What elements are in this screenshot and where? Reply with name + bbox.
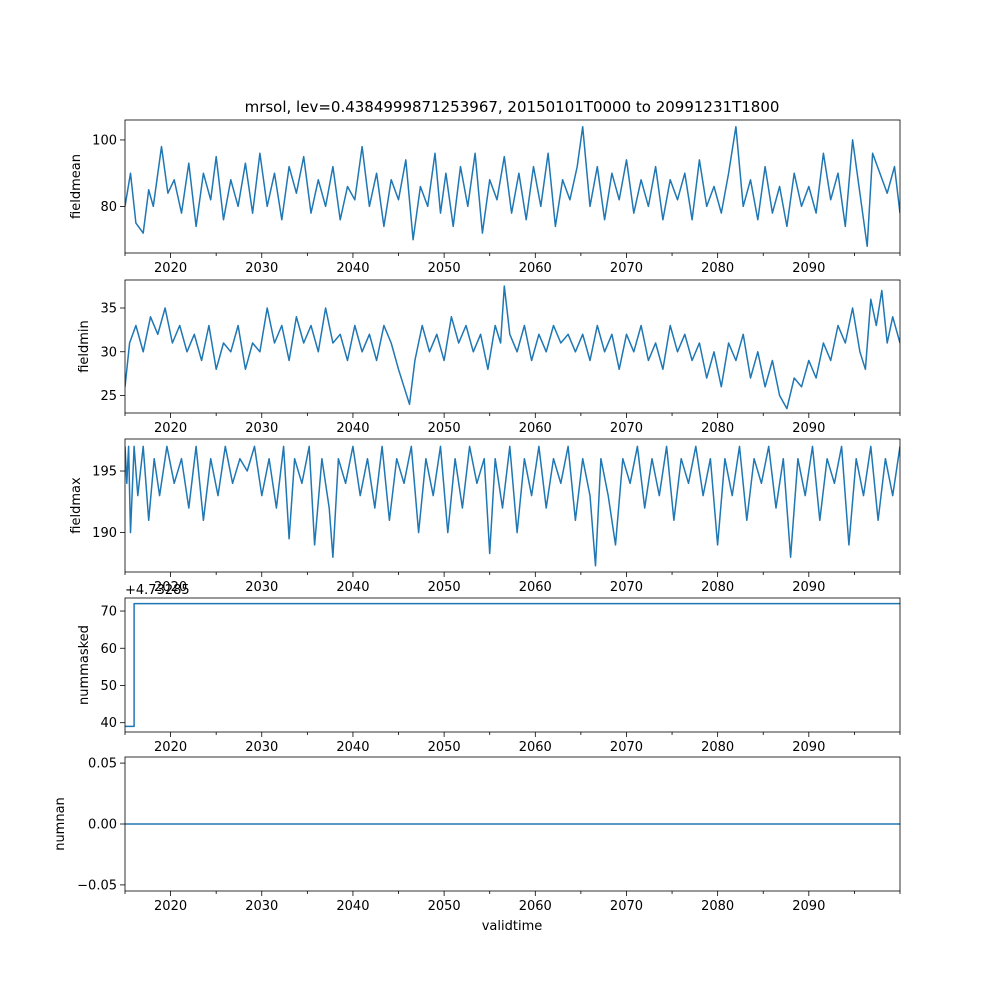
numnan-x-tick-label: 2020 xyxy=(154,899,187,914)
fieldmin-x-tick-label: 2020 xyxy=(154,421,187,436)
fieldmean-y-tick-label: 80 xyxy=(100,200,117,215)
numnan-x-tick-label: 2060 xyxy=(519,899,552,914)
nummasked-x-tick-label: 2040 xyxy=(336,740,369,755)
nummasked-y-tick-label: 70 xyxy=(100,605,117,620)
fieldmax-x-tick-label: 2020 xyxy=(154,580,187,595)
nummasked-series-line xyxy=(125,602,900,728)
numnan-x-tick-label: 2040 xyxy=(336,899,369,914)
numnan-x-tick-label: 2080 xyxy=(701,899,734,914)
fieldmean-x-tick-label: 2030 xyxy=(245,261,278,276)
nummasked-x-tick-label: 2070 xyxy=(610,740,643,755)
fieldmin-series-line xyxy=(125,285,900,410)
panel-fieldmean: 2020 2030 2040 2050 2060 2070 2080 2090 80 100 fie… xyxy=(69,119,901,276)
numnan-y-tick-label: 0.00 xyxy=(88,818,117,833)
panel-fieldmin: 2020 2030 2040 2050 2060 2070 2080 2090 25 30 35 fi… xyxy=(77,279,901,436)
fieldmean-x-tick-label: 2070 xyxy=(610,261,643,276)
nummasked-y-axis-label: nummasked xyxy=(77,625,92,705)
fieldmax-y-tick-label: 195 xyxy=(92,465,117,480)
fieldmax-x-tick-label: 2060 xyxy=(519,580,552,595)
nummasked-axes-frame xyxy=(124,597,901,733)
numnan-x-tick-label: 2030 xyxy=(245,899,278,914)
fieldmean-x-tick-label: 2050 xyxy=(428,261,461,276)
fieldmax-x-tick-label: 2050 xyxy=(428,580,461,595)
fieldmin-x-tick-label: 2060 xyxy=(519,421,552,436)
chart-title: mrsol, lev=0.4384999871253967, 20150101T… xyxy=(245,98,780,116)
fieldmean-x-tick-label: 2020 xyxy=(154,261,187,276)
fieldmean-x-tick-label: 2090 xyxy=(792,261,825,276)
numnan-x-tick-label: 2050 xyxy=(428,899,461,914)
fieldmax-series-line xyxy=(125,445,900,567)
fieldmin-x-tick-label: 2090 xyxy=(792,421,825,436)
fieldmean-y-tick-label: 100 xyxy=(92,133,117,148)
fieldmin-y-tick-label: 25 xyxy=(100,389,117,404)
fieldmax-x-tick-label: 2090 xyxy=(792,580,825,595)
fieldmean-x-tick-label: 2060 xyxy=(519,261,552,276)
x-axis-label: validtime xyxy=(482,919,543,934)
nummasked-x-tick-label: 2060 xyxy=(519,740,552,755)
panel-numnan: 2020 2030 2040 2050 2060 2070 2080 2090 −0.05 0.0… xyxy=(53,757,901,914)
fieldmin-axes-frame xyxy=(124,279,901,414)
fieldmin-y-tick-label: 35 xyxy=(100,302,117,317)
fieldmax-y-axis-label: fieldmax xyxy=(69,477,84,534)
fieldmax-x-tick-label: 2030 xyxy=(245,580,278,595)
fieldmin-x-tick-label: 2080 xyxy=(701,421,734,436)
fieldmax-x-tick-label: 2040 xyxy=(336,580,369,595)
fieldmin-y-tick-label: 30 xyxy=(100,345,117,360)
fieldmean-y-axis-label: fieldmean xyxy=(69,154,84,219)
fieldmax-axes-frame xyxy=(124,438,901,573)
nummasked-y-tick-label: 60 xyxy=(100,642,117,657)
nummasked-x-tick-label: 2050 xyxy=(428,740,461,755)
nummasked-x-tick-label: 2090 xyxy=(792,740,825,755)
fieldmin-y-axis-label: fieldmin xyxy=(77,320,92,373)
numnan-y-axis-label: numnan xyxy=(53,797,68,851)
panel-nummasked: 2020 2030 2040 2050 2060 2070 2080 2090 40 50 60 70… xyxy=(77,583,901,755)
nummasked-x-tick-label: 2080 xyxy=(701,740,734,755)
nummasked-y-tick-label: 50 xyxy=(100,679,117,694)
fieldmax-x-tick-label: 2080 xyxy=(701,580,734,595)
fieldmin-x-tick-label: 2030 xyxy=(245,421,278,436)
fieldmin-x-tick-label: 2040 xyxy=(336,421,369,436)
fieldmean-axes-frame xyxy=(124,119,901,254)
fieldmax-y-tick-label: 190 xyxy=(92,526,117,541)
fieldmean-series-line xyxy=(125,125,900,248)
numnan-y-tick-label: 0.05 xyxy=(88,757,117,772)
fieldmax-x-tick-label: 2070 xyxy=(610,580,643,595)
nummasked-y-tick-label: 40 xyxy=(100,716,117,731)
nummasked-x-tick-label: 2020 xyxy=(154,740,187,755)
fieldmean-x-tick-label: 2080 xyxy=(701,261,734,276)
numnan-y-tick-label: −0.05 xyxy=(77,878,117,893)
panel-fieldmax: 2020 2030 2040 2050 2060 2070 2080 2090 190 195 fi… xyxy=(69,438,901,595)
numnan-x-tick-label: 2090 xyxy=(792,899,825,914)
fieldmin-x-tick-label: 2070 xyxy=(610,421,643,436)
nummasked-offset-text: +4.73285 xyxy=(125,583,190,598)
numnan-x-tick-label: 2070 xyxy=(610,899,643,914)
fieldmin-x-tick-label: 2050 xyxy=(428,421,461,436)
nummasked-x-tick-label: 2030 xyxy=(245,740,278,755)
fieldmean-x-tick-label: 2040 xyxy=(336,261,369,276)
